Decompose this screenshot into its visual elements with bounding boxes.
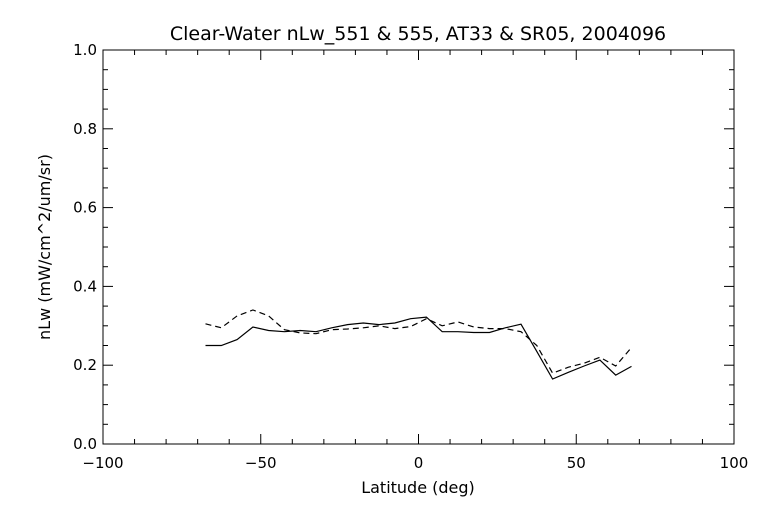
x-tick-label: −100 xyxy=(82,454,123,472)
x-tick-label: −50 xyxy=(245,454,277,472)
y-tick-label: 0.4 xyxy=(73,277,97,295)
y-tick-label: 1.0 xyxy=(73,41,97,59)
x-tick-label: 50 xyxy=(567,454,586,472)
y-tick-label: 0.6 xyxy=(73,199,97,217)
series-line-solid xyxy=(205,316,632,380)
x-tick-label: 0 xyxy=(414,454,424,472)
y-axis-label: nLw (mW/cm^2/um/sr) xyxy=(35,154,54,340)
axis-ticks: −100 −50 0 50 100 0.0 0.2 0.4 0.6 0.8 1.0 xyxy=(73,41,748,472)
y-tick-label: 0.8 xyxy=(73,120,97,138)
x-axis-label: Latitude (deg) xyxy=(361,478,475,497)
chart-title: Clear-Water nLw_551 & 555, AT33 & SR05, … xyxy=(170,23,666,45)
y-tick-label: 0.0 xyxy=(73,435,97,453)
series-line-dashed xyxy=(205,309,632,374)
series-layer xyxy=(205,309,632,380)
x-tick-label: 100 xyxy=(720,454,749,472)
y-tick-label: 0.2 xyxy=(73,356,97,374)
plot-frame xyxy=(102,49,735,445)
